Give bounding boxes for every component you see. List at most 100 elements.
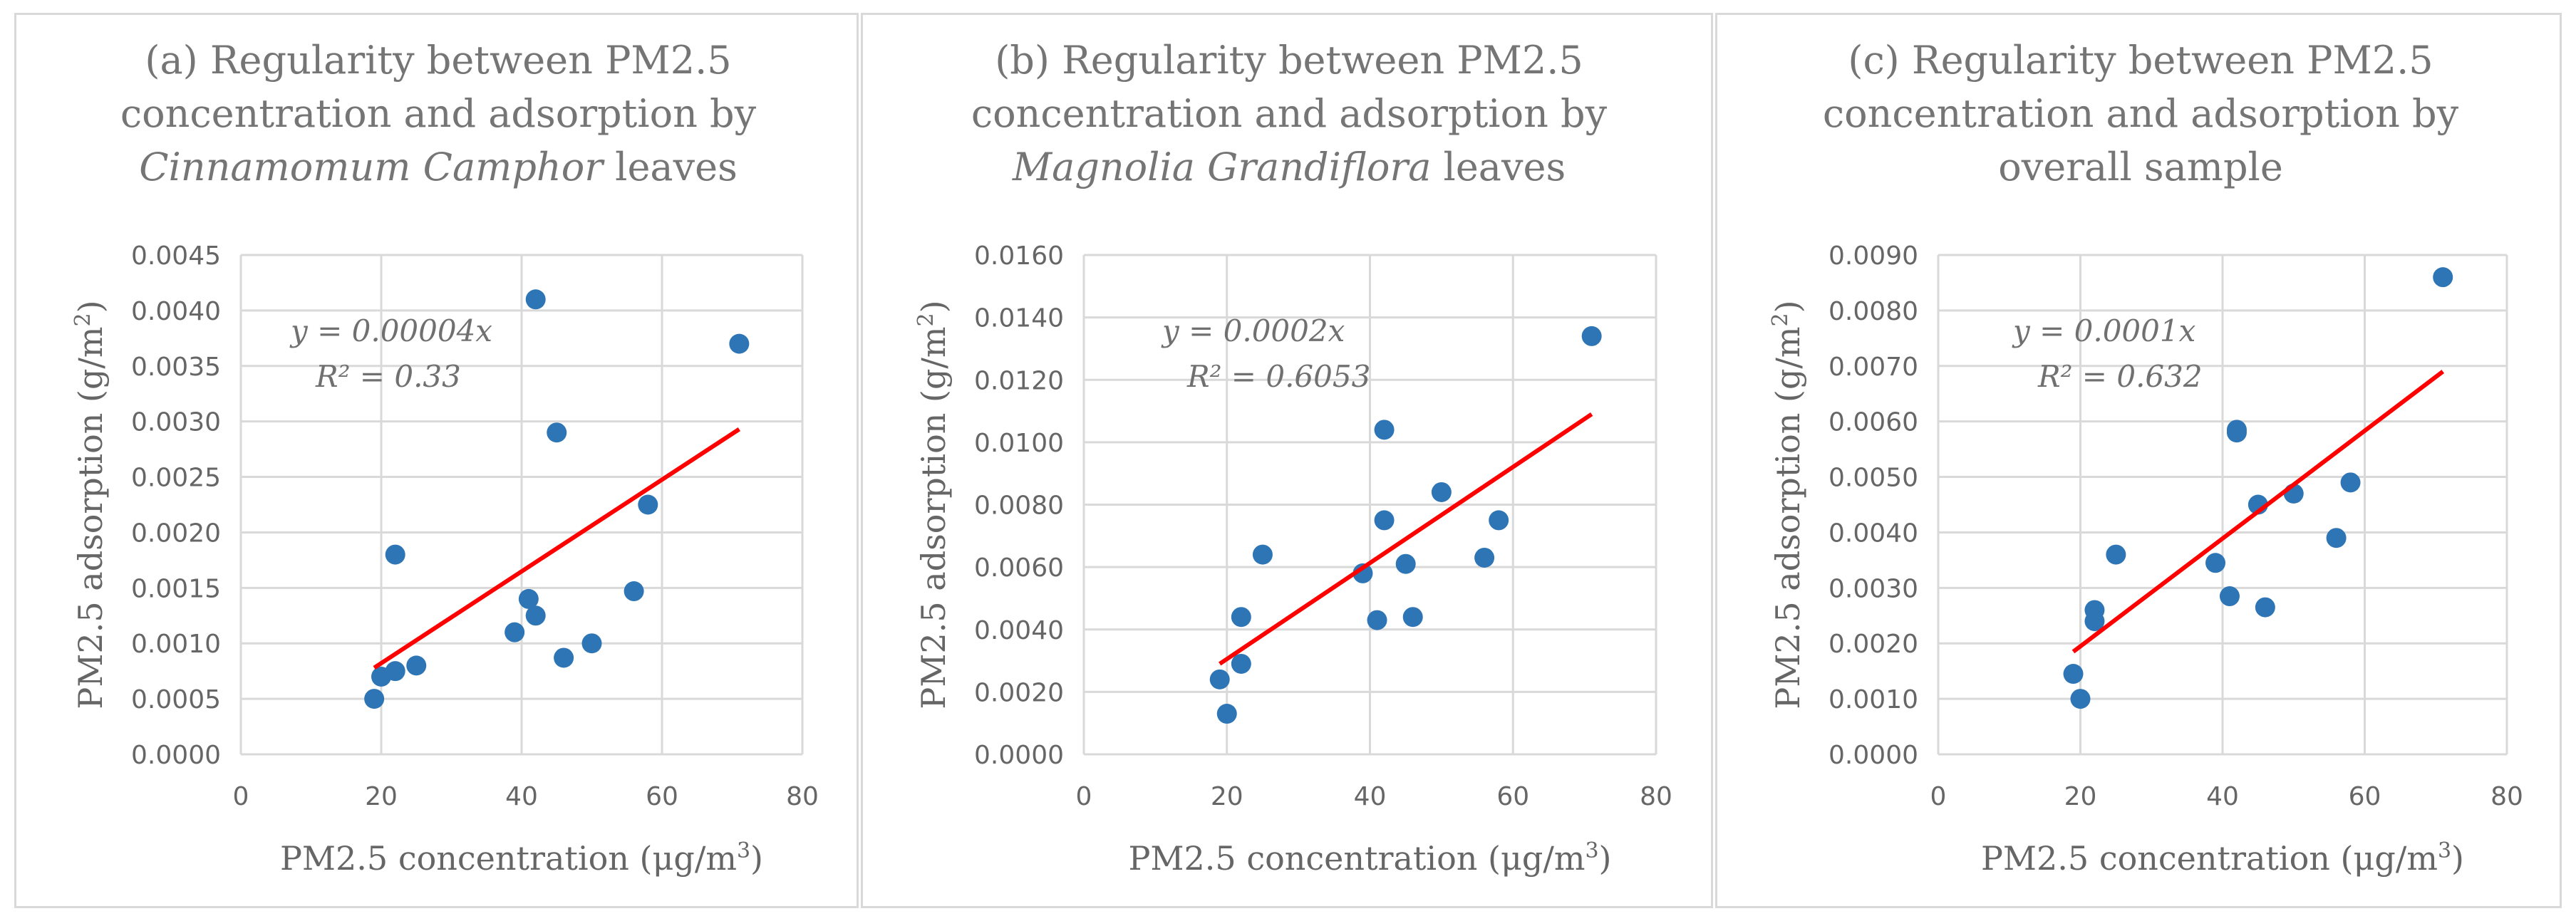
chart-a-ytick-label: 0.0040 <box>131 297 221 326</box>
chart-a-point-13 <box>624 581 644 602</box>
chart-c-title-line-2: concentration and adsorption by <box>1823 91 2459 136</box>
chart-b-xtick-label: 40 <box>1354 782 1387 811</box>
chart-c-ytick-label: 0.0060 <box>1828 408 1918 437</box>
chart-a-point-1 <box>364 689 385 709</box>
chart-a-title-line-2: concentration and adsorption by <box>120 91 757 136</box>
chart-c-ytick-label: 0.0070 <box>1828 353 1918 382</box>
chart-a-point-5 <box>406 655 427 676</box>
chart-a-ytick-label: 0.0015 <box>131 574 221 603</box>
chart-b-xtick-label: 0 <box>1076 782 1092 811</box>
chart-c-xtick-label: 0 <box>1930 782 1947 811</box>
chart-a-ytick-label: 0.0020 <box>131 519 221 548</box>
chart-a-point-10 <box>547 422 567 443</box>
chart-b-point-8 <box>1374 510 1395 531</box>
chart-c-point-9 <box>2226 420 2247 440</box>
chart-c-title-line-1: (c) Regularity between PM2.5 <box>1848 38 2433 83</box>
chart-a-point-8 <box>525 605 546 626</box>
chart-b-svg: (b) Regularity between PM2.5 concentratio… <box>914 38 1672 878</box>
chart-b-ytick-label: 0.0000 <box>974 741 1064 770</box>
chart-a-xlabel: PM2.5 concentration (μg/m3) <box>280 838 763 878</box>
chart-c-ytick-label: 0.0090 <box>1828 241 1918 271</box>
chart-c-point-4 <box>2084 600 2105 620</box>
chart-b-point-5 <box>1252 544 1273 565</box>
chart-a-r-squared: R² = 0.33 <box>315 359 461 394</box>
chart-c-point-5 <box>2106 544 2126 565</box>
chart-a-ytick-label: 0.0010 <box>131 630 221 659</box>
chart-panel-c: (c) Regularity between PM2.5 concentratio… <box>1715 13 2562 908</box>
chart-a-xtick-label: 0 <box>233 782 249 811</box>
chart-c-ytick-label: 0.0050 <box>1828 464 1918 493</box>
chart-b-xtick-label: 20 <box>1211 782 1243 811</box>
chart-b-xlabel: PM2.5 concentration (μg/m3) <box>1128 838 1611 878</box>
chart-panel-a: (a) Regularity between PM2.5 concentratio… <box>14 13 859 908</box>
chart-a-equation: y = 0.00004x <box>289 313 492 348</box>
chart-a-point-6 <box>505 622 525 642</box>
chart-c-ylabel: PM2.5 adsorption (g/m2) <box>1768 300 1808 709</box>
chart-c-point-15 <box>2433 267 2453 288</box>
chart-a-point-3 <box>385 661 405 682</box>
chart-c-point-7 <box>2219 586 2240 607</box>
chart-b-r-squared: R² = 0.6053 <box>1186 359 1370 394</box>
chart-c-ytick-label: 0.0010 <box>1828 685 1918 714</box>
chart-a-ytick-label: 0.0025 <box>131 464 221 493</box>
chart-c-r-squared: R² = 0.632 <box>2037 359 2203 394</box>
chart-a-point-4 <box>385 544 405 565</box>
chart-b-point-12 <box>1431 482 1452 502</box>
chart-a-ytick-label: 0.0005 <box>131 685 221 714</box>
chart-a-point-7 <box>518 588 539 609</box>
chart-b-ytick-label: 0.0040 <box>974 616 1064 645</box>
chart-c-xtick-label: 80 <box>2490 782 2523 811</box>
chart-a-point-11 <box>554 647 574 668</box>
chart-c-ytick-label: 0.0020 <box>1828 630 1918 659</box>
chart-b-point-13 <box>1474 547 1495 568</box>
chart-c-point-2 <box>2070 689 2091 709</box>
chart-c-ytick-label: 0.0080 <box>1828 297 1918 326</box>
chart-a-point-15 <box>729 333 750 354</box>
chart-a-ytick-label: 0.0045 <box>131 241 221 271</box>
chart-c-point-13 <box>2326 528 2347 548</box>
chart-b-point-14 <box>1489 510 1509 531</box>
chart-b-point-2 <box>1216 704 1237 724</box>
chart-b-xtick-label: 60 <box>1496 782 1529 811</box>
chart-a-xtick-label: 20 <box>365 782 398 811</box>
chart-b-trendline <box>1219 412 1593 666</box>
chart-b-ylabel: PM2.5 adsorption (g/m2) <box>914 300 953 709</box>
chart-b-ytick-label: 0.0100 <box>974 429 1064 458</box>
chart-b-ytick-label: 0.0140 <box>974 304 1064 333</box>
chart-b-point-7 <box>1367 610 1387 630</box>
chart-b-xtick-label: 80 <box>1640 782 1672 811</box>
chart-a-point-14 <box>638 494 658 515</box>
chart-c-xtick-label: 40 <box>2206 782 2239 811</box>
chart-a-xtick-label: 40 <box>505 782 538 811</box>
chart-b-point-9 <box>1374 420 1395 440</box>
chart-b-point-11 <box>1402 607 1423 628</box>
chart-b-point-10 <box>1395 553 1416 574</box>
chart-c-title-line-3: overall sample <box>1998 145 2283 189</box>
chart-c-point-14 <box>2340 472 2361 493</box>
chart-a-point-9 <box>525 289 546 310</box>
chart-c-equation: y = 0.0001x <box>2012 313 2196 348</box>
chart-c-trendline <box>2071 370 2445 654</box>
chart-b-point-15 <box>1581 326 1602 346</box>
chart-b-ytick-label: 0.0020 <box>974 678 1064 707</box>
chart-b-ytick-label: 0.0160 <box>974 241 1064 271</box>
chart-a-ylabel: PM2.5 adsorption (g/m2) <box>71 300 110 709</box>
chart-b-title-line-1: (b) Regularity between PM2.5 <box>995 38 1583 83</box>
chart-b-equation: y = 0.0002x <box>1161 313 1345 348</box>
chart-b-point-6 <box>1352 563 1373 583</box>
chart-c-xtick-label: 60 <box>2349 782 2381 811</box>
chart-c-ytick-label: 0.0000 <box>1828 741 1918 770</box>
chart-a-title-line-1: (a) Regularity between PM2.5 <box>145 38 731 83</box>
chart-c-ytick-label: 0.0040 <box>1828 519 1918 548</box>
chart-a-ytick-label: 0.0000 <box>131 741 221 770</box>
chart-b-ytick-label: 0.0080 <box>974 491 1064 521</box>
chart-c-xtick-label: 20 <box>2064 782 2097 811</box>
chart-a-svg: (a) Regularity between PM2.5 concentratio… <box>71 38 819 878</box>
chart-b-point-4 <box>1231 607 1251 628</box>
chart-b-point-3 <box>1231 653 1251 674</box>
chart-c-point-6 <box>2205 553 2226 573</box>
chart-b-ytick-label: 0.0120 <box>974 366 1064 395</box>
chart-c-point-1 <box>2063 664 2084 685</box>
chart-a-ytick-label: 0.0035 <box>131 353 221 382</box>
chart-c-ytick-label: 0.0030 <box>1828 574 1918 603</box>
